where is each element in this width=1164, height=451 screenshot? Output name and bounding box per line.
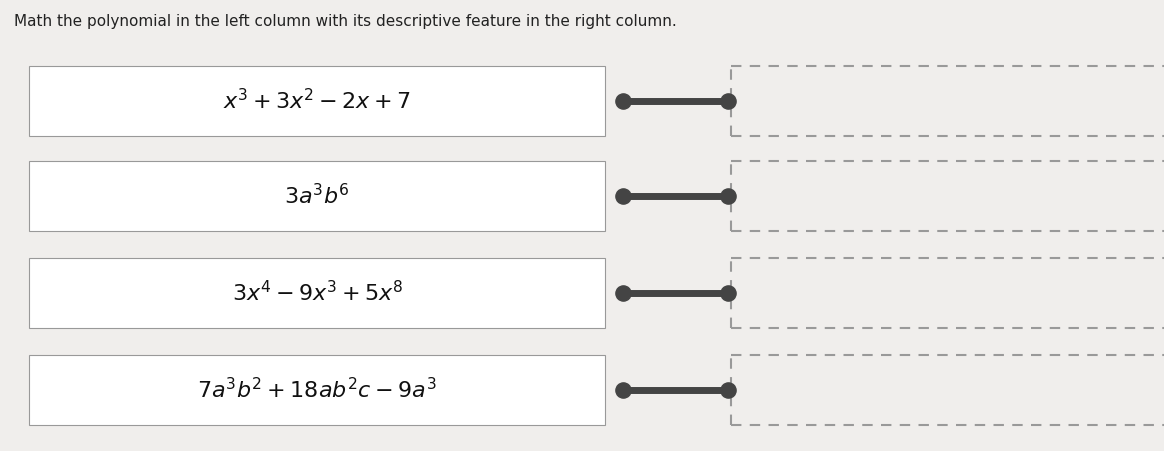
Point bbox=[613, 387, 632, 394]
Point bbox=[718, 193, 737, 200]
Point bbox=[613, 98, 632, 105]
Text: $7a^3b^2 + 18ab^2c - 9a^3$: $7a^3b^2 + 18ab^2c - 9a^3$ bbox=[198, 377, 436, 403]
FancyBboxPatch shape bbox=[29, 258, 605, 328]
Text: $x^3 + 3x^2 - 2x + 7$: $x^3 + 3x^2 - 2x + 7$ bbox=[223, 89, 411, 114]
Text: Math the polynomial in the left column with its descriptive feature in the right: Math the polynomial in the left column w… bbox=[14, 14, 676, 28]
Text: $3x^4 - 9x^3 + 5x^8$: $3x^4 - 9x^3 + 5x^8$ bbox=[232, 281, 403, 306]
Point bbox=[718, 387, 737, 394]
FancyBboxPatch shape bbox=[29, 66, 605, 136]
Point bbox=[718, 98, 737, 105]
Text: $3a^3b^6$: $3a^3b^6$ bbox=[284, 184, 350, 209]
FancyBboxPatch shape bbox=[29, 355, 605, 425]
Point bbox=[613, 193, 632, 200]
Point bbox=[613, 290, 632, 297]
FancyBboxPatch shape bbox=[29, 161, 605, 231]
Point bbox=[718, 290, 737, 297]
